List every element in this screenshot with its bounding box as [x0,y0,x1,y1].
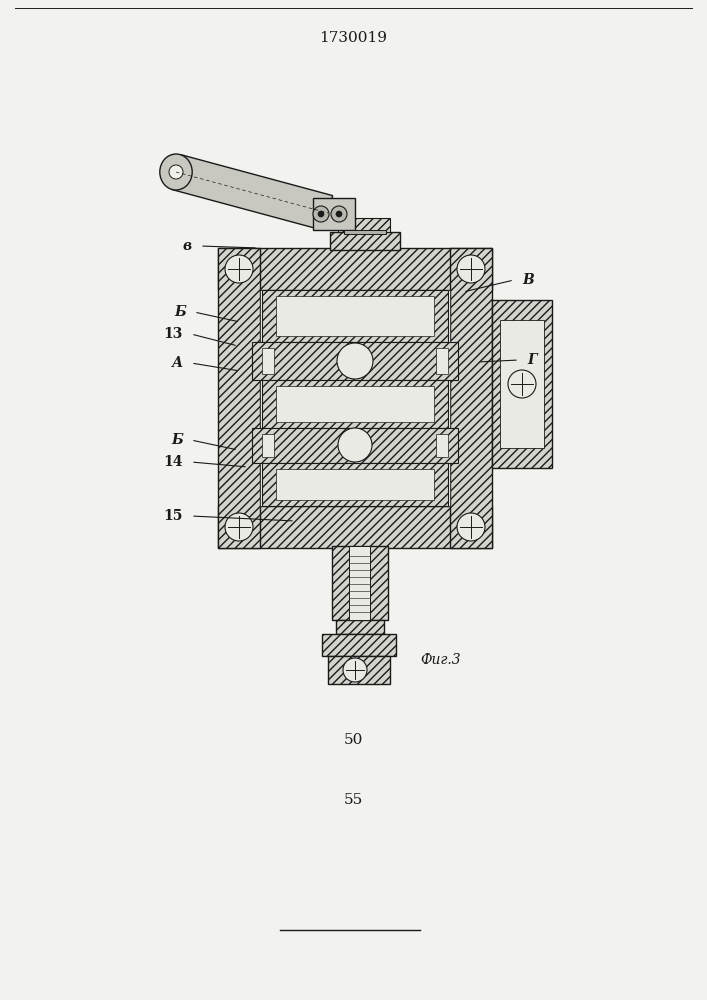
Bar [450,248,492,548]
Bar [262,290,448,342]
Bar [436,348,448,374]
Bar [262,463,448,506]
Circle shape [331,206,347,222]
Text: Г: Г [527,353,537,367]
Bar [344,230,386,234]
Circle shape [225,513,253,541]
Bar [252,428,458,463]
Bar [262,380,448,428]
Bar [262,348,274,374]
Bar [276,386,434,422]
Bar [262,434,274,457]
Ellipse shape [160,154,192,190]
Text: А: А [172,356,183,370]
Bar [260,290,450,506]
Bar [218,248,260,548]
Circle shape [338,428,372,462]
Bar [218,506,492,548]
Text: Б: Б [171,433,183,447]
Circle shape [313,206,329,222]
Bar [218,248,492,290]
Circle shape [343,658,367,682]
Circle shape [508,370,536,398]
Text: 1730019: 1730019 [320,31,387,45]
Circle shape [457,513,485,541]
Bar [500,320,544,448]
Bar [276,296,434,336]
Bar [436,434,448,457]
Text: Фиг.3: Фиг.3 [420,653,461,667]
Text: в: в [183,239,192,253]
Bar [338,218,390,232]
Text: 14: 14 [163,455,183,469]
Text: 13: 13 [163,327,183,341]
Bar [332,546,388,620]
Circle shape [318,211,324,217]
Circle shape [225,255,253,283]
Text: 55: 55 [344,793,363,807]
Circle shape [457,255,485,283]
Bar [349,546,370,620]
Bar [276,469,434,500]
Polygon shape [171,155,333,230]
Text: 50: 50 [344,733,363,747]
Bar [330,232,400,250]
Bar [328,656,390,684]
Text: 15: 15 [163,509,183,523]
Text: В: В [522,273,534,287]
Text: Б: Б [174,305,186,319]
Bar [322,634,396,656]
Bar [252,342,458,380]
Bar [344,290,366,506]
Circle shape [336,211,342,217]
Bar [492,300,552,468]
Bar [313,198,355,230]
Bar [336,620,384,634]
Circle shape [337,343,373,379]
Circle shape [169,165,183,179]
